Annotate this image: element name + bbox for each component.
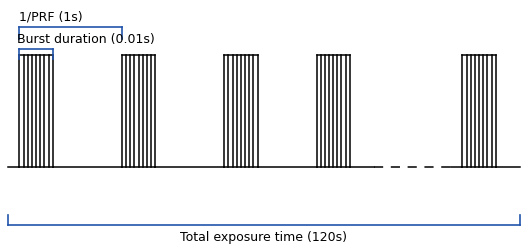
Text: 1/PRF (1s): 1/PRF (1s) [20,11,83,24]
Text: Total exposure time (120s): Total exposure time (120s) [181,231,347,244]
Text: Burst duration (0.01s): Burst duration (0.01s) [17,33,155,46]
